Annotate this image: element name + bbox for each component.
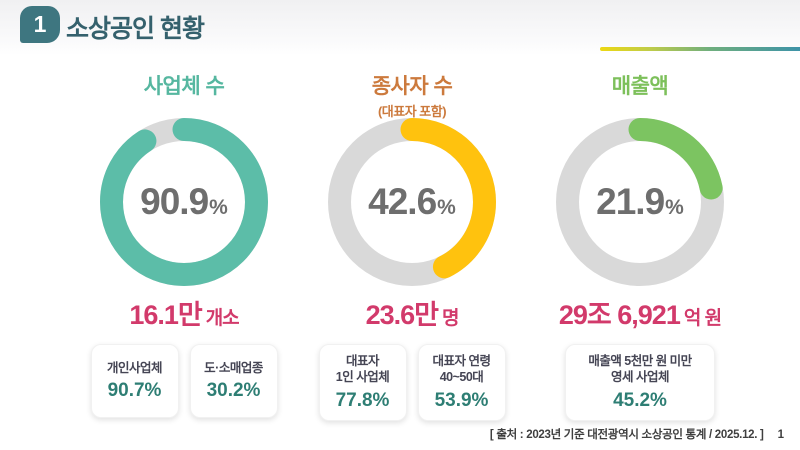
stat-card: 매출액 5천만 원 미만 영세 사업체 45.2% — [565, 344, 715, 421]
stat-card-percent: 45.2% — [613, 389, 667, 411]
stat-value: 29조 6,921 — [558, 300, 681, 330]
stat-card: 개인사업체 90.7% — [90, 344, 179, 418]
percent-sign: % — [437, 196, 456, 219]
charts-area: 사업체 수 90.9 % 16.1만 개소 — [70, 70, 755, 421]
stat-unit: 명 — [441, 308, 460, 329]
stat-card-label: 대표자 1인 사업체 — [335, 354, 390, 385]
donut-center-label: 90.9 % — [100, 118, 268, 286]
donut-arc — [556, 118, 724, 286]
donut-arc — [100, 118, 268, 286]
donut-svg — [556, 118, 724, 286]
chart-column-businesses: 사업체 수 90.9 % 16.1만 개소 — [70, 70, 298, 421]
stat-unit: 억 원 — [683, 308, 722, 329]
stat-card-percent: 53.9% — [434, 389, 489, 411]
chart-title: 매출액 — [611, 75, 669, 98]
donut-percent-value: 90.9 — [140, 181, 209, 222]
chart-title-wrap: 사업체 수 — [70, 70, 298, 118]
stat-card-percent: 77.8% — [335, 389, 390, 411]
percent-sign: % — [209, 196, 228, 219]
stat-card-percent: 30.2% — [206, 380, 261, 402]
page-number: 1 — [777, 429, 784, 441]
chart-title: 종사자 수 — [371, 75, 453, 98]
chart-title: 사업체 수 — [143, 75, 225, 98]
donut-chart-workers: 42.6 % — [328, 118, 496, 286]
donut-svg — [328, 118, 496, 286]
donut-percent-value: 42.6 — [368, 181, 437, 222]
donut-svg — [100, 118, 268, 286]
stat-card-label: 개인사업체 — [106, 360, 163, 375]
chart-subtitle: (대표자 포함) — [377, 104, 447, 119]
stat-cards: 대표자 1인 사업체 77.8% 대표자 연령 40~50대 53.9% — [298, 344, 526, 421]
main-stat: 23.6만 명 — [298, 293, 526, 332]
source-citation: [ 출처 : 2023년 기준 대전광역시 소상공인 통계 / 2025.12.… — [489, 429, 764, 441]
stat-cards: 개인사업체 90.7% 도·소매업종 30.2% — [70, 344, 298, 418]
stat-card-label: 도·소매업종 — [204, 360, 263, 375]
stat-value: 16.1만 — [129, 300, 202, 330]
stat-unit: 개소 — [205, 308, 240, 329]
section-number-badge: 1 — [20, 6, 60, 43]
main-stat: 29조 6,921 억 원 — [526, 293, 754, 332]
page-title: 소상공인 현황 — [66, 15, 205, 43]
chart-title-wrap: 종사자 수 (대표자 포함) — [298, 70, 526, 119]
donut-center-label: 42.6 % — [328, 118, 496, 286]
stat-card-label: 매출액 5천만 원 미만 영세 사업체 — [588, 354, 692, 385]
donut-arc — [328, 118, 496, 286]
header-accent-line — [600, 47, 800, 51]
stat-card: 도·소매업종 30.2% — [189, 344, 278, 418]
chart-column-workers: 종사자 수 (대표자 포함) 42.6 % 23.6만 명 — [298, 70, 526, 421]
donut-chart-businesses: 90.9 % — [100, 118, 268, 286]
stat-value: 23.6만 — [365, 300, 439, 330]
percent-sign: % — [665, 196, 684, 219]
donut-percent-value: 21.9 — [596, 181, 665, 222]
footer: [ 출처 : 2023년 기준 대전광역시 소상공인 통계 / 2025.12.… — [490, 426, 784, 442]
donut-center-label: 21.9 % — [556, 118, 724, 286]
stat-card: 대표자 연령 40~50대 53.9% — [417, 344, 506, 421]
header: 1 소상공인 현황 — [0, 0, 800, 55]
donut-chart-sales: 21.9 % — [556, 118, 724, 286]
stat-cards: 매출액 5천만 원 미만 영세 사업체 45.2% — [526, 344, 754, 421]
stat-card-percent: 90.7% — [107, 380, 162, 402]
chart-title-wrap: 매출액 — [526, 70, 754, 118]
stat-card: 대표자 1인 사업체 77.8% — [318, 344, 407, 421]
stat-card-label: 대표자 연령 40~50대 — [432, 354, 491, 385]
main-stat: 16.1만 개소 — [70, 293, 298, 332]
chart-column-sales: 매출액 21.9 % 29조 6,921 억 원 — [526, 70, 754, 421]
